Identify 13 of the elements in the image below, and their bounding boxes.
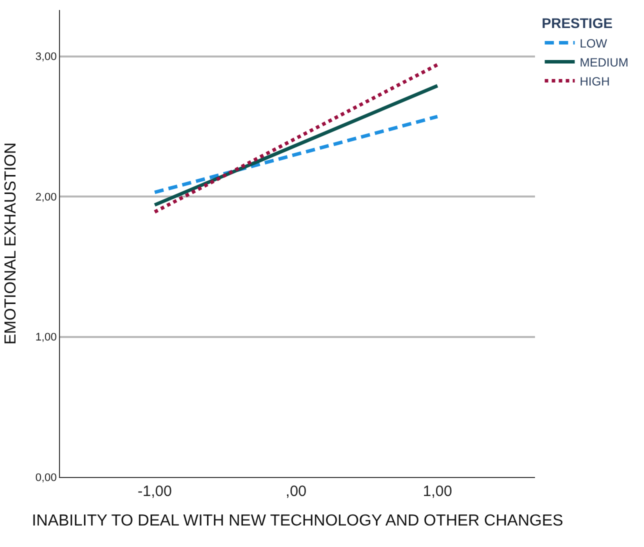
x-tick-label: ,00: [286, 483, 307, 500]
x-tick-label: -1,00: [138, 483, 172, 500]
y-tick-label: 2,00: [35, 191, 57, 204]
legend-label: MEDIUM: [580, 55, 628, 70]
legend-label: HIGH: [580, 74, 610, 88]
x-axis-title: INABILITY TO DEAL WITH NEW TECHNOLOGY AND OTHER CHANGES: [32, 512, 564, 530]
x-tick-label: 1,00: [422, 483, 452, 500]
y-tick-label: 3,00: [35, 51, 57, 64]
legend-title: PRESTIGE: [542, 15, 613, 32]
legend-label: LOW: [580, 36, 608, 50]
y-axis-title: EMOTIONAL EXHAUSTION: [2, 142, 20, 345]
y-tick-label: 0,00: [35, 472, 57, 484]
y-tick-label: 1,00: [35, 332, 57, 344]
